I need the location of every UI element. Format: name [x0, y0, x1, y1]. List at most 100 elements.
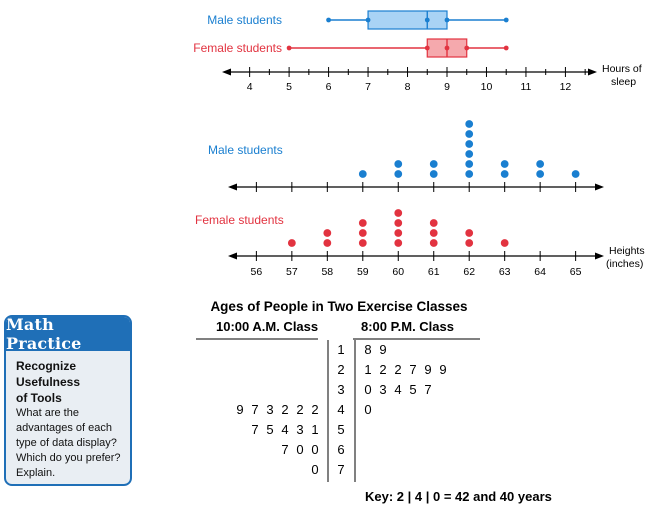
dot-plot-dot	[358, 239, 367, 247]
box-plot-tick-label: 6	[326, 81, 332, 93]
dot-plot-xlabel-line: Heights	[609, 245, 645, 257]
left-leaf: 7	[251, 422, 258, 437]
left-leaf: 2	[281, 402, 288, 417]
dot-plot-tick-label: 65	[570, 266, 582, 278]
right-leaf: 9	[424, 362, 431, 377]
left-leaf: 0	[296, 442, 303, 457]
left-leaf: 0	[311, 462, 318, 477]
left-leaf: 1	[311, 422, 318, 437]
box-plot-tick-label: 11	[520, 81, 531, 93]
right-leaf: 4	[394, 382, 401, 397]
right-leaf: 9	[439, 362, 446, 377]
dot-plot-dot	[323, 229, 332, 237]
stem-value: 2	[337, 362, 344, 377]
dot-plot-dot	[394, 229, 403, 237]
stem-and-leaf-plot: Ages of People in Two Exercise Classes10…	[196, 299, 552, 504]
stem-value: 5	[337, 422, 344, 437]
dot-plot-dot	[429, 219, 438, 227]
right-leaf: 1	[364, 362, 371, 377]
dot-plot-dot	[358, 219, 367, 227]
right-leaf: 5	[409, 382, 416, 397]
left-leaf: 5	[266, 422, 273, 437]
dot-plot-dot	[536, 160, 545, 168]
dot-plot-dot	[500, 239, 509, 247]
stem-leaf-left-header: 10:00 A.M. Class	[216, 319, 318, 334]
dot-plot-dot	[394, 239, 403, 247]
dot-plot-tick-label: 60	[392, 266, 404, 278]
right-leaf: 0	[364, 382, 371, 397]
box-plot-series-label: Male students	[207, 13, 282, 27]
left-leaf: 0	[311, 442, 318, 457]
right-leaf: 3	[379, 382, 386, 397]
math-practice-topic-line: Recognize	[16, 359, 77, 373]
dot-plot-dot	[394, 209, 403, 217]
dot-plot-tick-label: 63	[499, 266, 511, 278]
box-plot-point	[286, 45, 292, 51]
box-plot-point	[444, 45, 450, 51]
stem-leaf-title: Ages of People in Two Exercise Classes	[210, 299, 467, 314]
left-leaf: 3	[266, 402, 273, 417]
dot-plot-dot	[358, 229, 367, 237]
axis-arrow-left	[228, 252, 237, 260]
dot-plot-dot	[465, 120, 474, 128]
dot-plot-series-label: Female students	[195, 213, 284, 227]
dot-plot-dot	[465, 229, 474, 237]
box-plot-tick-label: 8	[405, 81, 411, 93]
box-plot-series-label: Female students	[193, 41, 282, 55]
right-leaf: 8	[364, 342, 371, 357]
box-plot-point	[424, 45, 430, 51]
left-leaf: 7	[281, 442, 288, 457]
math-practice-question-line: advantages of each	[16, 422, 113, 434]
dot-plot-tick-label: 61	[428, 266, 440, 278]
dot-plot-dot	[465, 140, 474, 148]
dot-plot-dot	[429, 229, 438, 237]
box-plot-point	[365, 17, 371, 23]
dot-plot-dot	[465, 160, 474, 168]
stem-value: 1	[337, 342, 344, 357]
dot-plot-tick-label: 59	[357, 266, 369, 278]
dot-plot-series-label: Male students	[208, 143, 283, 157]
box-plot-point	[424, 17, 430, 23]
dot-plot-dot	[465, 130, 474, 138]
box-plot-tick-label: 5	[286, 81, 292, 93]
dot-plot-tick-label: 64	[534, 266, 546, 278]
right-leaf: 2	[379, 362, 386, 377]
dot-plot-heights: Male students Female students 56 57 58 59 60 61…	[195, 120, 645, 278]
stem-leaf-key: Key: 2 | 4 | 0 = 42 and 40 years	[365, 489, 552, 504]
box-plot-point	[503, 17, 509, 23]
left-leaf: 3	[296, 422, 303, 437]
left-leaf: 2	[296, 402, 303, 417]
dot-plot-dot	[429, 239, 438, 247]
right-leaf: 7	[424, 382, 431, 397]
box-plot-xlabel-line: sleep	[611, 76, 636, 88]
math-practice-panel: Math Practice Recognize Usefulness of To…	[4, 315, 132, 486]
left-leaf: 4	[281, 422, 288, 437]
dot-plot-dot	[465, 170, 474, 178]
dot-plot-dot	[429, 160, 438, 168]
dot-plot-tick-label: 58	[321, 266, 333, 278]
math-practice-question-line: type of data display?	[16, 437, 117, 449]
stem-value: 3	[337, 382, 344, 397]
axis-arrow-right	[595, 252, 604, 260]
dot-plot-dot	[536, 170, 545, 178]
right-leaf: 0	[364, 402, 371, 417]
box-plot-box	[367, 10, 448, 30]
math-practice-question-line: What are the	[16, 407, 79, 419]
stem-leaf-right-header: 8:00 P.M. Class	[361, 319, 454, 334]
box-plot-tick-label: 12	[560, 81, 572, 93]
axis-arrow-right	[588, 68, 597, 76]
dot-plot-dot	[394, 160, 403, 168]
dot-plot-dot	[323, 239, 332, 247]
dot-plot-dot	[465, 239, 474, 247]
box-plot-tick-label: 9	[444, 81, 450, 93]
dot-plot-xlabel-line: (inches)	[606, 258, 643, 270]
axis-arrow-left	[228, 183, 237, 191]
math-practice-question-line: Explain.	[16, 467, 56, 479]
box-plot-xlabel-line: Hours of	[602, 63, 642, 75]
dot-plot-dot	[465, 150, 474, 158]
math-practice-question-line: Which do you prefer?	[16, 452, 121, 464]
stem-value: 4	[337, 402, 344, 417]
math-practice-topic-line: of Tools	[16, 391, 62, 405]
